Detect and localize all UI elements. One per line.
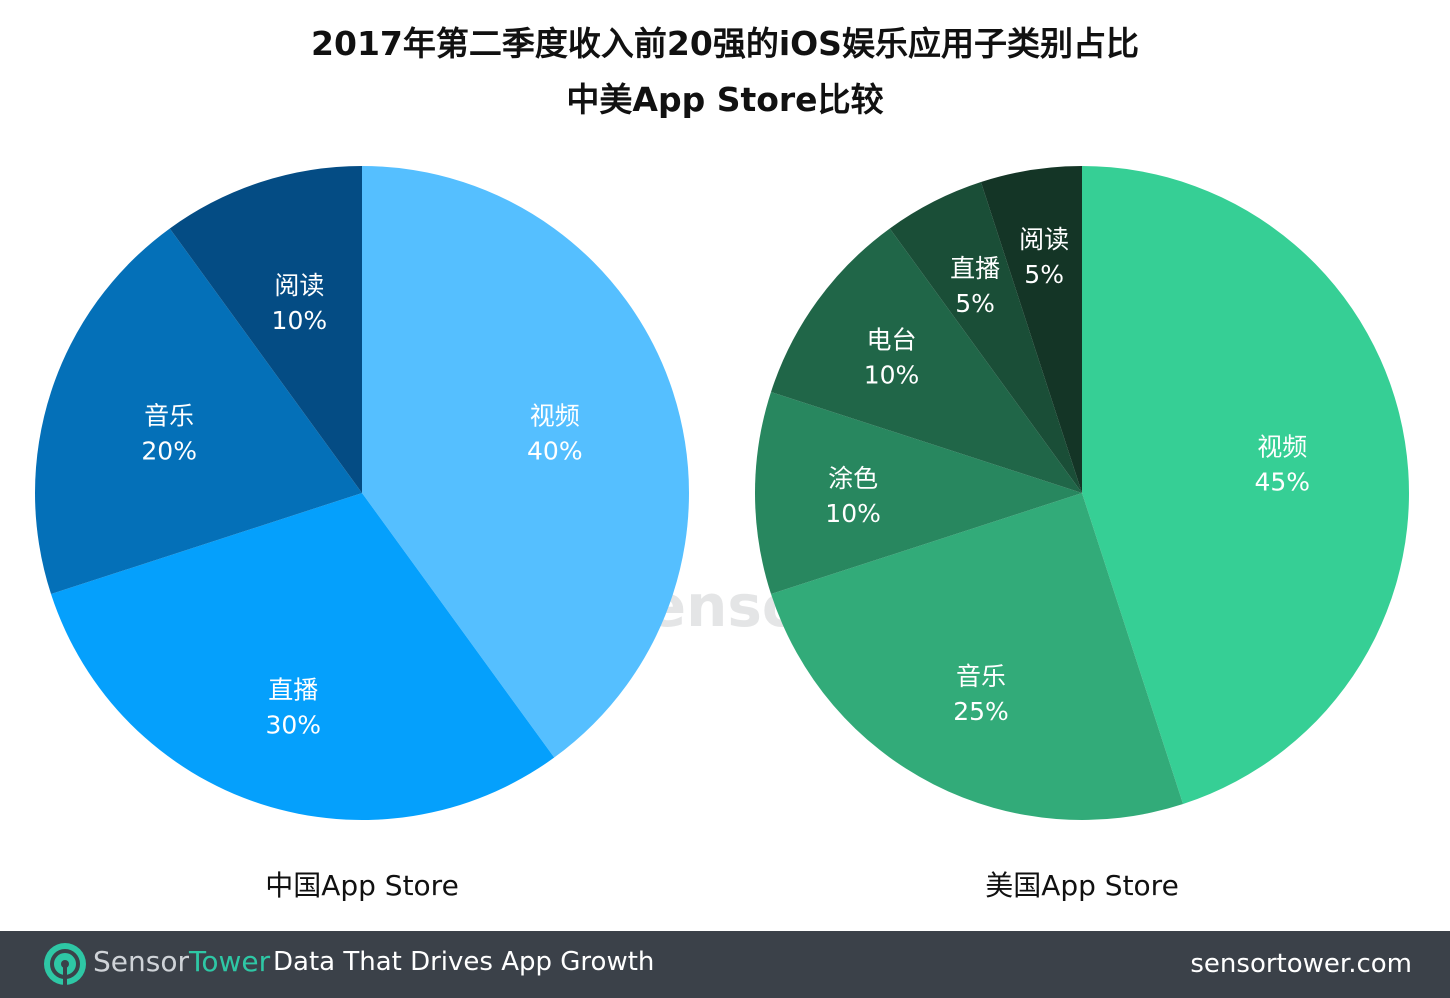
sensortower-logo-icon[interactable] <box>42 941 88 987</box>
us-slice-label-5: 阅读 <box>1019 225 1069 254</box>
china-slice-value-3: 10% <box>272 306 328 335</box>
us-slice-2 <box>755 391 1082 595</box>
chart-title-line2: 中美App Store比较 <box>566 80 884 119</box>
us-pie: 视频 45% 音乐 25% 涂色 10% 电台 10% 直播 5% 阅读 5% <box>755 166 1409 820</box>
us-slice-0 <box>1082 166 1409 804</box>
footer-brand-part2: Tower <box>188 945 271 978</box>
us-slice-label-2: 涂色 <box>828 464 878 493</box>
china-chart-caption: 中国App Store <box>265 869 459 902</box>
china-slice-label-2: 音乐 <box>144 401 194 430</box>
us-slice-value-1: 25% <box>953 697 1009 726</box>
us-slice-4 <box>889 182 1082 493</box>
chart-title-line1: 2017年第二季度收入前20强的iOS娱乐应用子类别占比 <box>311 24 1139 63</box>
us-slice-label-0: 视频 <box>1257 432 1307 461</box>
china-slice-value-2: 20% <box>141 436 197 465</box>
footer-bar: SensorTower Data That Drives App Growth … <box>0 931 1450 998</box>
us-slice-3 <box>771 228 1082 493</box>
footer-tagline: Data That Drives App Growth <box>273 947 655 977</box>
us-slice-label-4: 直播 <box>950 254 1000 283</box>
footer-brand[interactable]: SensorTower <box>93 945 270 978</box>
footer-brand-part1: Sensor <box>93 945 189 978</box>
china-slice-label-3: 阅读 <box>274 271 324 300</box>
china-slice-3 <box>169 166 362 493</box>
us-slice-value-0: 45% <box>1254 467 1310 496</box>
china-slice-1 <box>51 493 555 821</box>
pie-charts: 视频 40% 直播 30% 音乐 20% 阅读 10% 视频 45% 音乐 25% 涂色 10% 电台 10%… <box>34 166 1409 821</box>
us-chart-caption: 美国App Store <box>985 869 1179 902</box>
china-slice-value-1: 30% <box>265 710 321 739</box>
us-slice-label-3: 电台 <box>867 326 917 355</box>
us-slice-5 <box>980 166 1082 493</box>
us-slice-value-4: 5% <box>955 289 995 318</box>
us-slice-1 <box>771 493 1184 820</box>
china-slice-2 <box>34 228 362 595</box>
us-slice-label-1: 音乐 <box>956 662 1006 691</box>
china-slice-label-0: 视频 <box>530 401 580 430</box>
us-slice-value-3: 10% <box>864 361 920 390</box>
china-slice-0 <box>362 166 689 758</box>
china-slice-value-0: 40% <box>527 436 583 465</box>
footer-website-link[interactable]: sensortower.com <box>1190 949 1412 979</box>
us-slice-value-5: 5% <box>1024 260 1064 289</box>
china-pie: 视频 40% 直播 30% 音乐 20% 阅读 10% <box>34 166 689 821</box>
china-slice-label-1: 直播 <box>268 675 318 704</box>
us-slice-value-2: 10% <box>825 499 881 528</box>
